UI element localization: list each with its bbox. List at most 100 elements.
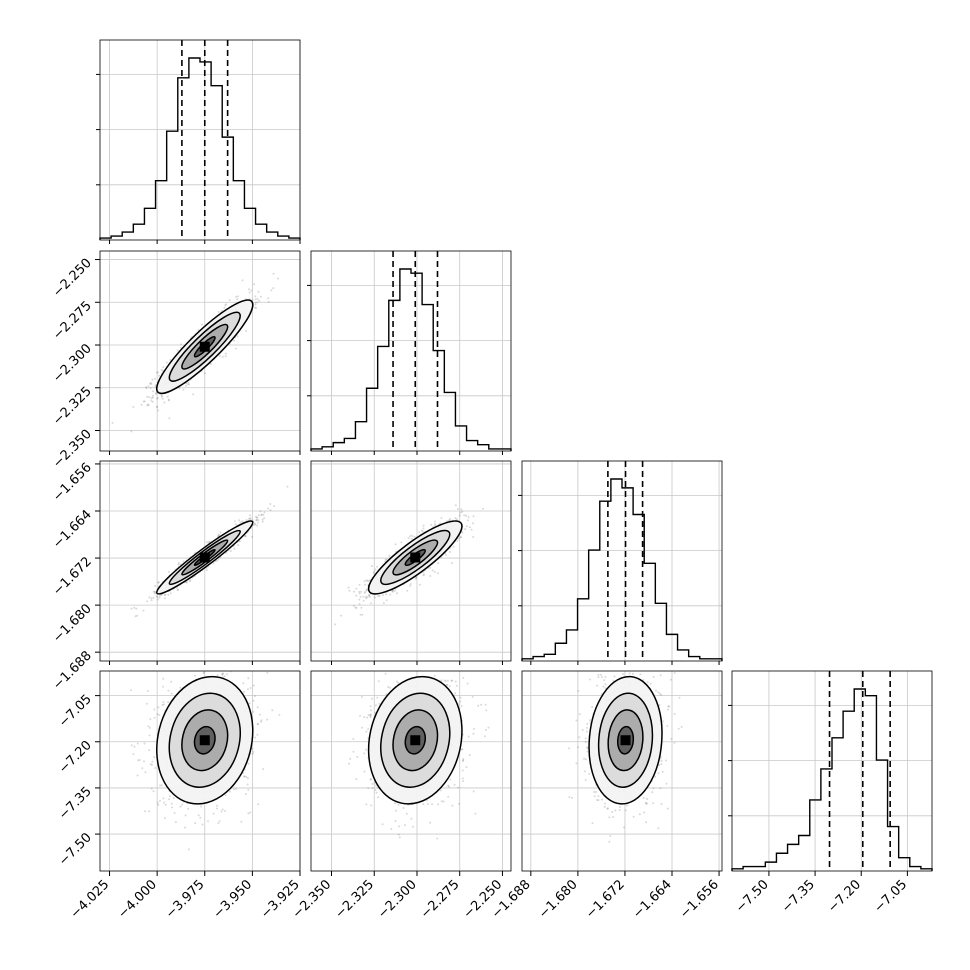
scatter-point <box>153 591 156 594</box>
scatter-point <box>130 430 133 433</box>
scatter-point <box>149 387 152 389</box>
scatter-point <box>181 803 184 806</box>
panel-frame <box>310 460 512 662</box>
scatter-point <box>254 303 257 306</box>
scatter-point <box>234 523 237 526</box>
histogram-step <box>521 478 723 661</box>
scatter-point <box>247 762 250 765</box>
scatter-point <box>220 810 223 813</box>
scatter-point <box>223 675 226 678</box>
scatter-point <box>161 397 164 400</box>
scatter-point <box>218 354 221 357</box>
scatter-point <box>365 579 368 582</box>
scatter-point <box>156 397 159 400</box>
scatter-point <box>188 580 191 583</box>
scatter-point <box>451 562 453 565</box>
scatter-point <box>249 517 252 520</box>
scatter-point <box>185 384 187 387</box>
scatter-point <box>260 513 263 516</box>
scatter-point <box>245 519 248 521</box>
scatter-point <box>156 801 159 804</box>
scatter-point <box>167 593 170 596</box>
scatter-point <box>358 598 361 601</box>
scatter-point <box>208 541 211 543</box>
histogram-step <box>731 688 933 871</box>
scatter-point <box>363 580 366 583</box>
scatter-point <box>237 295 240 298</box>
scatter-point <box>457 537 460 540</box>
scatter-point <box>167 701 170 703</box>
scatter-point <box>168 399 170 402</box>
scatter-point <box>482 507 484 510</box>
scatter-point <box>218 534 221 537</box>
scatter-point <box>241 279 244 282</box>
scatter-point <box>156 598 159 601</box>
scatter-point <box>177 588 180 591</box>
scatter-point <box>367 579 370 582</box>
scatter-point <box>151 396 154 399</box>
scatter-point <box>161 703 164 706</box>
scatter-point <box>358 583 361 586</box>
scatter-point <box>259 510 262 513</box>
scatter-point <box>365 588 368 591</box>
scatter-point <box>422 527 425 530</box>
scatter-point <box>255 519 258 521</box>
scatter-point <box>160 368 163 371</box>
scatter-point <box>160 395 163 398</box>
scatter-point <box>233 547 236 550</box>
scatter-point <box>136 614 139 617</box>
scatter-point <box>273 505 276 508</box>
scatter-point <box>445 554 448 556</box>
scatter-point <box>263 517 266 520</box>
scatter-point <box>243 690 245 693</box>
scatter-point <box>437 562 440 565</box>
scatter-point <box>256 516 259 519</box>
scatter-point <box>148 810 151 813</box>
scatter-point <box>197 329 200 331</box>
scatter-point <box>393 589 396 592</box>
scatter-point <box>366 596 369 599</box>
scatter-point <box>217 533 220 536</box>
scatter-point <box>251 747 254 750</box>
scatter-point <box>244 535 247 537</box>
scatter-point <box>172 797 175 799</box>
scatter-point <box>168 798 170 801</box>
scatter-point <box>155 371 158 374</box>
scatter-point <box>111 421 114 424</box>
scatter-point <box>220 309 223 312</box>
scatter-point <box>155 595 158 598</box>
scatter-point <box>145 386 147 389</box>
scatter-point <box>205 569 208 572</box>
scatter-point <box>421 530 424 533</box>
scatter-point <box>133 745 136 748</box>
scatter-point <box>257 803 260 806</box>
scatter-point <box>391 590 394 593</box>
scatter-point <box>229 550 232 552</box>
panel-frame <box>99 460 301 662</box>
scatter-point <box>150 399 153 402</box>
scatter-point <box>470 528 473 531</box>
scatter-point <box>151 378 154 381</box>
scatter-point <box>142 400 145 403</box>
scatter-point <box>448 551 451 553</box>
scatter-point <box>144 810 147 813</box>
scatter-point <box>448 519 450 522</box>
scatter-point <box>465 514 468 517</box>
scatter-point <box>162 685 164 688</box>
scatter-point <box>384 558 387 561</box>
scatter-point <box>238 519 241 522</box>
scatter-point <box>154 592 156 595</box>
scatter-point <box>272 272 275 275</box>
scatter-point <box>154 377 156 380</box>
scatter-point <box>157 581 160 584</box>
scatter-point <box>224 810 227 812</box>
scatter-point <box>218 820 221 823</box>
scatter-point <box>154 392 157 395</box>
scatter-point <box>156 405 159 408</box>
scatter-point <box>140 403 143 406</box>
scatter-point <box>256 524 259 527</box>
scatter-point <box>360 606 363 609</box>
scatter-point <box>246 783 249 786</box>
scatter-point <box>212 562 215 565</box>
density-peak <box>199 552 210 563</box>
